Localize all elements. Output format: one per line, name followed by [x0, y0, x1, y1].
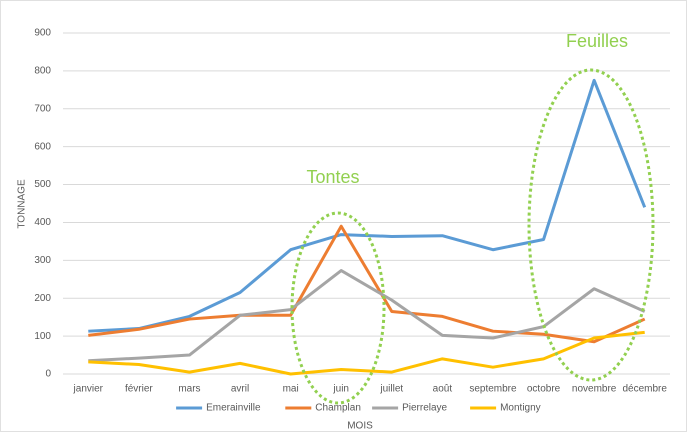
annotation-ellipse [527, 68, 655, 382]
legend-label: Montigny [500, 403, 541, 414]
x-tick-label: mai [283, 384, 299, 395]
y-tick-label: 600 [34, 141, 51, 152]
x-tick-label: août [433, 384, 453, 395]
legend-label: Emerainville [206, 403, 261, 414]
annotation-ellipse [290, 211, 386, 405]
series-line [88, 269, 646, 363]
y-tick-label: 500 [34, 179, 51, 190]
y-tick-label: 700 [34, 103, 51, 114]
x-tick-label: avril [231, 384, 249, 395]
y-tick-label: 100 [34, 331, 51, 342]
y-tick-label: 0 [45, 369, 51, 380]
series-line [88, 330, 645, 376]
x-tick-label: juillet [379, 384, 403, 395]
legend-label: Champlan [315, 403, 361, 414]
y-tick-label: 400 [34, 217, 51, 228]
x-tick-label: décembre [622, 384, 667, 395]
x-tick-label: février [125, 384, 153, 395]
x-tick-label: janvier [73, 384, 104, 395]
y-axis-label: TONNAGE [17, 179, 28, 229]
annotation: Feuilles [566, 31, 628, 51]
y-tick-label: 800 [34, 66, 51, 77]
x-tick-label: octobre [527, 384, 561, 395]
x-tick-label: novembre [572, 384, 617, 395]
series-line [88, 224, 646, 344]
y-tick-label: 900 [34, 28, 51, 39]
y-tick-label: 300 [34, 255, 51, 266]
annotation: Tontes [306, 167, 359, 187]
x-tick-label: juin [332, 384, 349, 395]
legend-label: Pierrelaye [402, 403, 447, 414]
x-tick-label: mars [178, 384, 200, 395]
x-tick-label: septembre [469, 384, 517, 395]
y-tick-label: 200 [34, 293, 51, 304]
x-axis-label: MOIS [347, 421, 373, 432]
